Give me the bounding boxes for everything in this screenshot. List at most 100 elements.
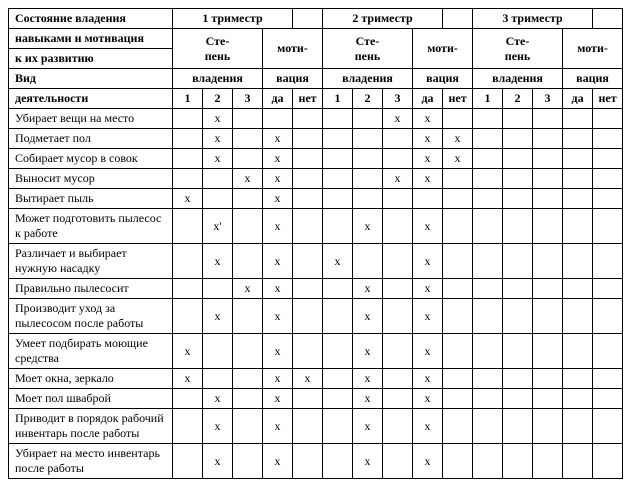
mark-cell	[563, 444, 593, 479]
mark-cell	[593, 299, 623, 334]
hdr-degree-word-1: владения	[173, 69, 263, 89]
mark-cell	[293, 149, 323, 169]
mark-cell	[203, 169, 233, 189]
mark-cell	[173, 149, 203, 169]
table-row: Убирает вещи на местоххх	[9, 109, 623, 129]
mark-cell	[563, 169, 593, 189]
mark-cell	[593, 149, 623, 169]
mark-cell	[503, 109, 533, 129]
activity-label: Убирает на место инвентарь после работы	[9, 444, 173, 479]
mark-cell	[593, 169, 623, 189]
mark-cell	[533, 334, 563, 369]
mark-cell	[323, 444, 353, 479]
mark-cell	[563, 109, 593, 129]
mark-cell	[293, 169, 323, 189]
mark-cell: х	[233, 279, 263, 299]
mark-cell	[503, 209, 533, 244]
mark-cell	[443, 369, 473, 389]
mark-cell	[533, 149, 563, 169]
mark-cell	[533, 244, 563, 279]
mark-cell: х	[413, 409, 443, 444]
hdr-degree-l1: Сте-	[506, 34, 530, 48]
hdr-c2: 2	[203, 89, 233, 109]
mark-cell	[563, 129, 593, 149]
mark-cell	[533, 279, 563, 299]
mark-cell	[473, 209, 503, 244]
mark-cell	[563, 149, 593, 169]
hdr-motiv-l1: моти-	[277, 41, 308, 55]
hdr-empty	[593, 9, 623, 29]
mark-cell	[473, 334, 503, 369]
mark-cell	[533, 409, 563, 444]
hdr-c3: 3	[383, 89, 413, 109]
hdr-degree-l2: пень	[355, 49, 381, 63]
mark-cell	[233, 409, 263, 444]
mark-cell	[173, 244, 203, 279]
mark-cell: х	[443, 149, 473, 169]
activity-label: Выносит мусор	[9, 169, 173, 189]
hdr-motiv-l1: моти-	[577, 41, 608, 55]
mark-cell: х	[203, 244, 233, 279]
hdr-yes: да	[413, 89, 443, 109]
mark-cell	[323, 149, 353, 169]
activity-label: Убирает вещи на место	[9, 109, 173, 129]
mark-cell	[413, 189, 443, 209]
table-row: Моет пол швабройхххх	[9, 389, 623, 409]
hdr-trim3: 3 триместр	[473, 9, 593, 29]
activity-label: Умеет подбирать моющие средства	[9, 334, 173, 369]
mark-cell: х	[203, 409, 233, 444]
mark-cell: х	[353, 389, 383, 409]
hdr-c3: 3	[233, 89, 263, 109]
mark-cell	[383, 149, 413, 169]
hdr-yes: да	[563, 89, 593, 109]
mark-cell	[593, 409, 623, 444]
mark-cell: х	[263, 409, 293, 444]
mark-cell	[233, 369, 263, 389]
mark-cell: х	[203, 109, 233, 129]
mark-cell	[593, 369, 623, 389]
mark-cell: х	[263, 209, 293, 244]
mark-cell	[443, 109, 473, 129]
hdr-c2: 2	[503, 89, 533, 109]
mark-cell	[503, 389, 533, 409]
mark-cell	[323, 279, 353, 299]
mark-cell: х	[353, 209, 383, 244]
mark-cell: х	[413, 334, 443, 369]
mark-cell	[203, 334, 233, 369]
activity-label: Правильно пылесосит	[9, 279, 173, 299]
hdr-state-1: Состояние владения	[9, 9, 173, 29]
mark-cell: х	[173, 334, 203, 369]
mark-cell: х	[443, 129, 473, 149]
mark-cell	[383, 444, 413, 479]
mark-cell: х	[203, 444, 233, 479]
mark-cell: х	[263, 279, 293, 299]
table-row: Подметает полхххх	[9, 129, 623, 149]
activity-label: Может подготовить пылесос к работе	[9, 209, 173, 244]
mark-cell	[593, 189, 623, 209]
mark-cell	[563, 189, 593, 209]
mark-cell	[443, 299, 473, 334]
hdr-c3: 3	[533, 89, 563, 109]
hdr-activity-2: деятельности	[9, 89, 173, 109]
hdr-motiv-1: моти-	[263, 29, 323, 69]
mark-cell	[323, 209, 353, 244]
mark-cell	[473, 169, 503, 189]
mark-cell	[593, 279, 623, 299]
mark-cell	[293, 209, 323, 244]
mark-cell	[173, 169, 203, 189]
mark-cell: х	[263, 244, 293, 279]
mark-cell: х	[413, 109, 443, 129]
mark-cell: х	[203, 149, 233, 169]
mark-cell	[293, 444, 323, 479]
mark-cell	[173, 299, 203, 334]
activity-label: Различает и выбирает нужную насадку	[9, 244, 173, 279]
mark-cell	[443, 189, 473, 209]
mark-cell: х	[413, 129, 443, 149]
mark-cell	[503, 244, 533, 279]
table-row: Умеет подбирать моющие средствахххх	[9, 334, 623, 369]
hdr-motiv-word-1: вация	[263, 69, 323, 89]
activity-label: Производит уход за пылесосом после работ…	[9, 299, 173, 334]
mark-cell: х	[173, 189, 203, 209]
mark-cell: х	[353, 409, 383, 444]
mark-cell: х	[263, 189, 293, 209]
